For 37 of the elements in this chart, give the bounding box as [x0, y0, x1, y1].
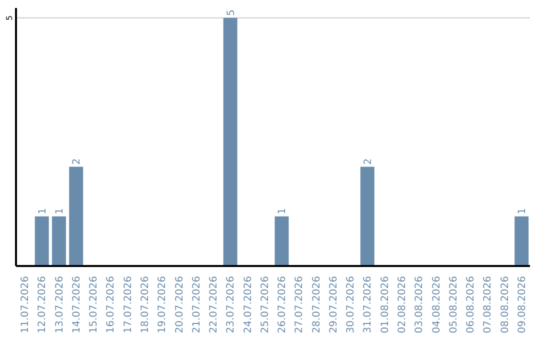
- data-label: 1: [517, 208, 528, 214]
- x-tick-label: 23.07.2026: [226, 276, 237, 334]
- x-tick-label: 17.07.2026: [122, 276, 134, 334]
- x-tick-label: 13.07.2026: [54, 276, 66, 334]
- x-tick-label: 01.08.2026: [380, 276, 391, 334]
- x-tick-label: 25.07.2026: [260, 276, 271, 334]
- x-tick-label: 21.07.2026: [191, 276, 202, 334]
- x-tick-label: 31.07.2026: [362, 276, 374, 334]
- x-tick-label: 14.07.2026: [71, 276, 82, 334]
- x-tick-label: 05.08.2026: [448, 276, 460, 334]
- data-label: 2: [72, 158, 83, 165]
- x-tick-label: 07.08.2026: [482, 276, 494, 334]
- data-label: 5: [226, 10, 237, 16]
- x-tick-label: 06.08.2026: [466, 276, 477, 334]
- data-label: 2: [362, 158, 374, 165]
- x-tick-label: 26.07.2026: [277, 276, 288, 334]
- x-tick-label: 04.08.2026: [431, 276, 442, 334]
- x-tick-label: 28.07.2026: [311, 276, 322, 334]
- x-tick-label: 16.07.2026: [106, 276, 117, 334]
- x-tick-label: 19.07.2026: [157, 276, 168, 334]
- x-tick-label: 18.07.2026: [140, 276, 151, 334]
- x-tick-label: 15.07.2026: [88, 276, 100, 334]
- x-tick-label: 03.08.2026: [414, 276, 426, 334]
- x-tick-label: 08.08.2026: [500, 276, 511, 334]
- data-label: 1: [54, 208, 66, 214]
- x-tick-label: 29.07.2026: [328, 276, 340, 334]
- x-tick-label: 20.07.2026: [174, 276, 186, 334]
- x-tick-label: 12.07.2026: [37, 276, 48, 334]
- data-label: 1: [277, 208, 288, 214]
- x-tick-label: 02.08.2026: [397, 276, 408, 334]
- x-tick-label: 24.07.2026: [242, 276, 254, 334]
- x-tick-label: 11.07.2026: [20, 276, 32, 334]
- x-tick-label: 09.08.2026: [516, 276, 528, 334]
- x-tick-label: 22.07.2026: [208, 276, 220, 334]
- x-tick-label: 27.07.2026: [294, 276, 306, 334]
- data-label: 1: [37, 208, 48, 214]
- x-tick-label: 30.07.2026: [346, 276, 357, 334]
